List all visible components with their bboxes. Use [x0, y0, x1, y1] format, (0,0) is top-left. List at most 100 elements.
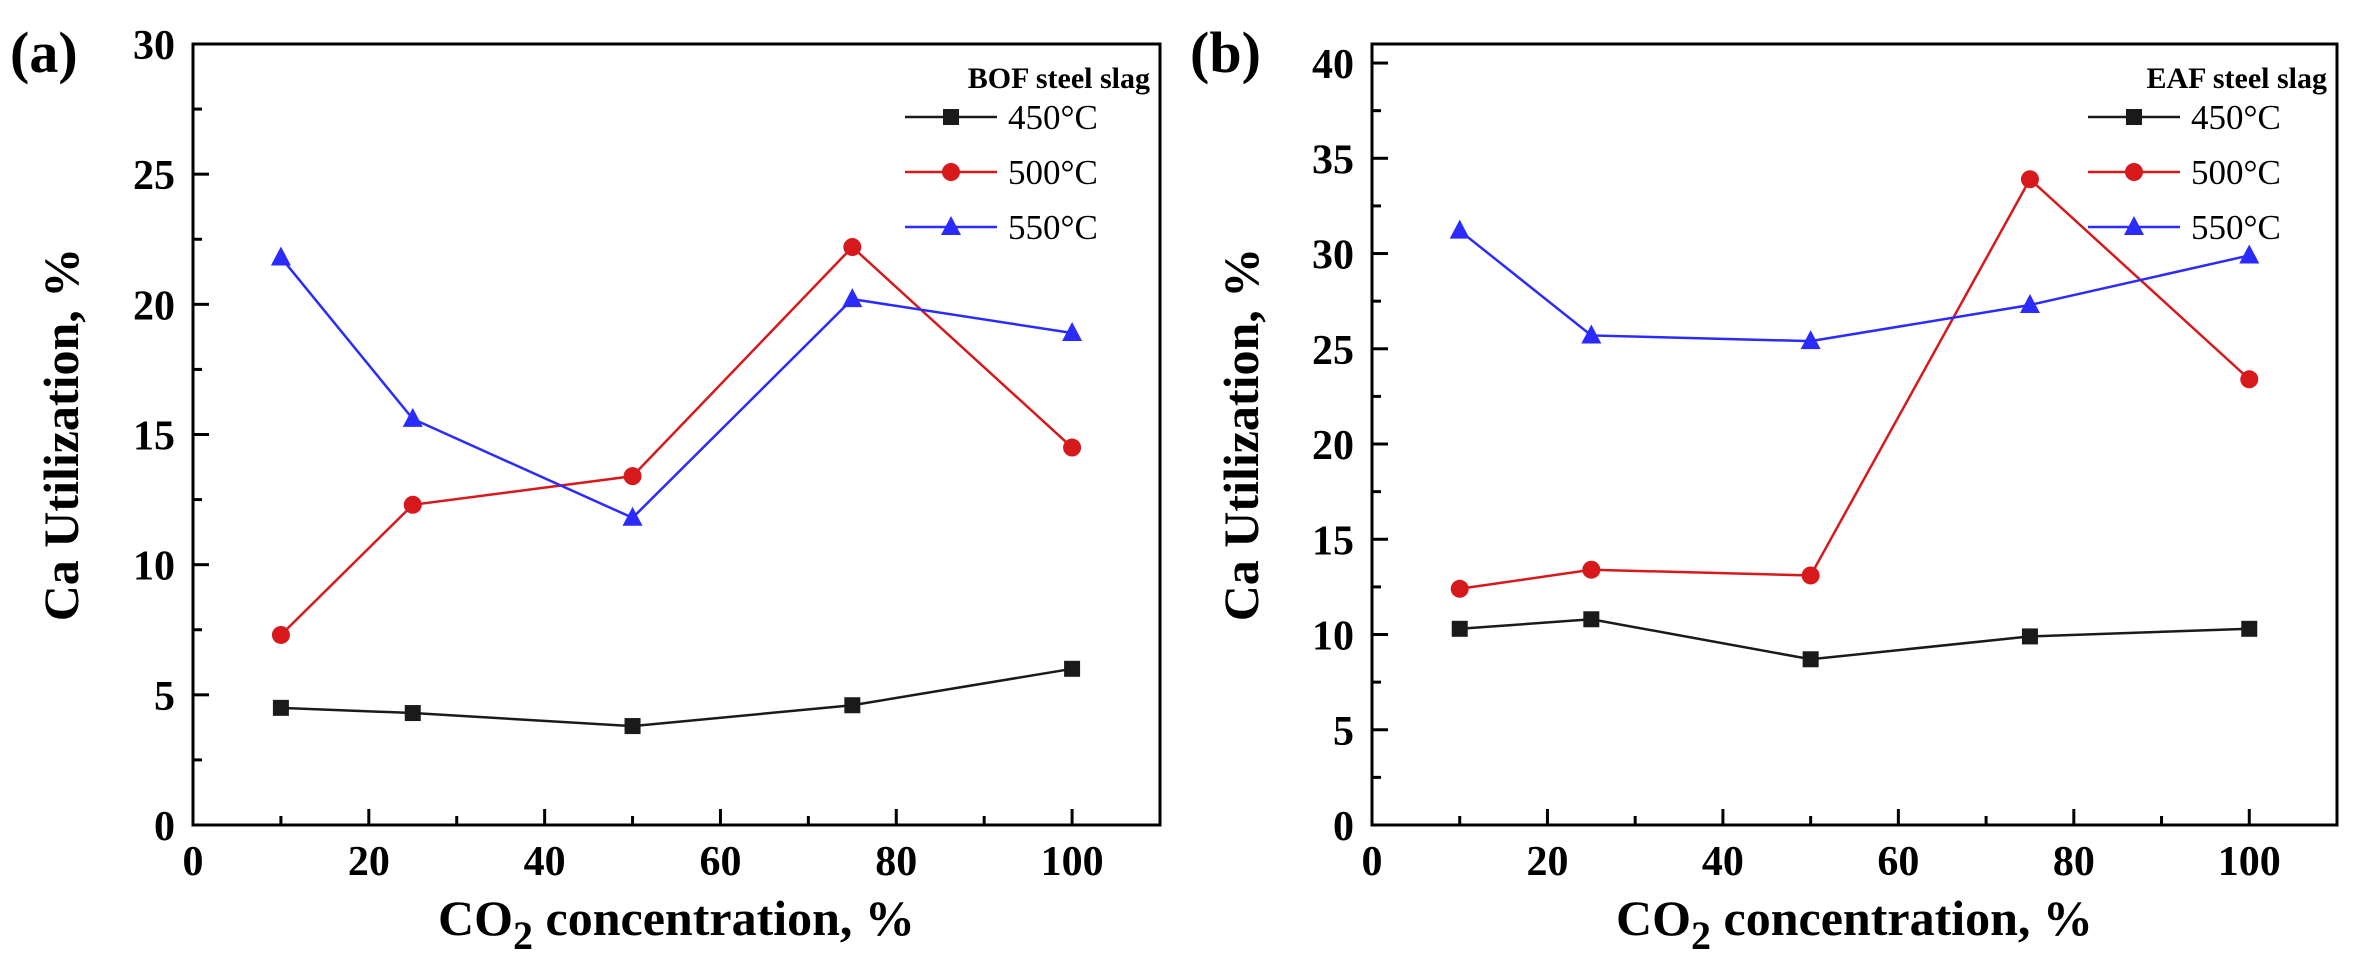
data-point: [622, 506, 643, 526]
y-tick-label: 30: [133, 23, 175, 69]
x-tick-label: 60: [1877, 839, 1919, 885]
x-axis-title-suffix: concentration, %: [1711, 890, 2093, 946]
x-axis-title-subscript: 2: [513, 913, 533, 958]
panel-label: (b): [1190, 20, 1261, 85]
x-tick-label: 0: [183, 839, 204, 885]
legend-title: BOF steel slag: [968, 62, 1150, 95]
y-tick-label: 20: [1312, 423, 1354, 469]
series-line: [1459, 618, 2250, 661]
y-tick-label: 15: [133, 414, 175, 460]
data-point: [1063, 438, 1082, 457]
legend-label: 500°C: [2191, 153, 2281, 192]
y-tick-label: 5: [154, 674, 175, 720]
y-tick-label: 30: [1312, 233, 1354, 279]
panel-label: (a): [10, 20, 78, 85]
x-tick-label: 100: [1041, 839, 1104, 885]
y-tick-label: 10: [1312, 614, 1354, 660]
data-point: [1062, 321, 1083, 341]
x-axis-title: CO2 concentration, %: [438, 890, 915, 958]
legend-marker: [2126, 109, 2142, 125]
data-point: [2020, 170, 2039, 189]
x-tick-label: 0: [1362, 839, 1383, 885]
data-point: [624, 718, 641, 735]
x-axis-title-suffix: concentration, %: [533, 890, 915, 946]
x-axis-title-subscript: 2: [1691, 913, 1711, 958]
data-point: [270, 246, 291, 266]
y-tick-label: 15: [1312, 518, 1354, 564]
data-point: [1583, 611, 1600, 628]
legend-label: 550°C: [2191, 208, 2281, 247]
y-tick-label: 40: [1312, 42, 1354, 88]
series-line: [280, 667, 1073, 728]
data-point: [1582, 560, 1601, 579]
series-500c: [271, 238, 1082, 644]
data-point: [623, 467, 642, 486]
x-tick-label: 20: [348, 839, 390, 885]
x-tick-label: 40: [524, 839, 566, 885]
x-tick-label: 40: [1702, 839, 1744, 885]
y-tick-label: 20: [133, 283, 175, 329]
data-point: [271, 625, 290, 644]
data-point: [403, 495, 422, 514]
series-500c: [1450, 170, 2259, 598]
series-line: [1458, 229, 2250, 343]
data-point: [1581, 324, 1602, 344]
legend-label: 550°C: [1008, 208, 1098, 247]
x-tick-label: 100: [2218, 839, 2281, 885]
y-axis-title: Ca Utilization, %: [1213, 248, 1269, 622]
data-point: [1801, 566, 1820, 585]
y-tick-label: 0: [154, 804, 175, 850]
data-point: [1800, 330, 1821, 350]
plot-frame: [1370, 42, 2339, 827]
data-point: [272, 699, 289, 716]
y-axis-title: Ca Utilization, %: [33, 248, 89, 622]
x-tick-label: 60: [699, 839, 741, 885]
legend-marker: [2124, 216, 2144, 235]
data-point: [1450, 579, 1469, 598]
data-point: [1802, 651, 1819, 668]
y-tick-label: 5: [1333, 709, 1354, 755]
data-point: [2019, 293, 2040, 313]
data-point: [844, 697, 861, 714]
legend-label: 450°C: [1008, 98, 1098, 137]
x-tick-label: 80: [2053, 839, 2095, 885]
data-point: [843, 238, 862, 257]
data-point: [404, 705, 421, 722]
series-450c: [1451, 611, 2258, 668]
data-point: [1451, 620, 1468, 637]
data-point: [1064, 660, 1081, 677]
chart-panel-b: 0 20 40 60 80 100 0 5 10 15 20 25 30 35 40 (b) Ca Utiliz…: [1190, 20, 2339, 958]
chart-panel-a: 0 20 40 60 80 100 0 5 10 15 20 25 30 (a) Ca Utilizatio…: [10, 20, 1162, 958]
series-line: [279, 256, 1073, 520]
y-tick-label: 25: [133, 153, 175, 199]
x-axis-title: CO2 concentration, %: [1616, 890, 2093, 958]
series-550c: [1449, 219, 2260, 350]
legend-marker: [941, 216, 961, 235]
data-point: [842, 288, 863, 308]
series-line: [1459, 177, 2251, 591]
y-tick-label: 35: [1312, 137, 1354, 183]
data-point: [2241, 620, 2258, 637]
legend-marker: [943, 109, 959, 125]
x-axis-title-main: CO: [438, 890, 513, 946]
legend-label: 450°C: [2191, 98, 2281, 137]
series-550c: [270, 246, 1083, 526]
x-axis-title-main: CO: [1616, 890, 1691, 946]
x-tick-label: 80: [875, 839, 917, 885]
legend-marker: [2125, 163, 2143, 181]
data-point: [1449, 219, 1470, 239]
y-tick-label: 10: [133, 544, 175, 590]
data-point: [2239, 244, 2260, 264]
data-point: [2240, 370, 2259, 389]
y-tick-label: 0: [1333, 804, 1354, 850]
y-tick-label: 25: [1312, 328, 1354, 374]
data-point: [2021, 628, 2038, 645]
data-point: [402, 407, 423, 427]
series-line: [280, 245, 1073, 636]
x-tick-label: 20: [1526, 839, 1568, 885]
legend-label: 500°C: [1008, 153, 1098, 192]
legend-marker: [942, 163, 960, 181]
